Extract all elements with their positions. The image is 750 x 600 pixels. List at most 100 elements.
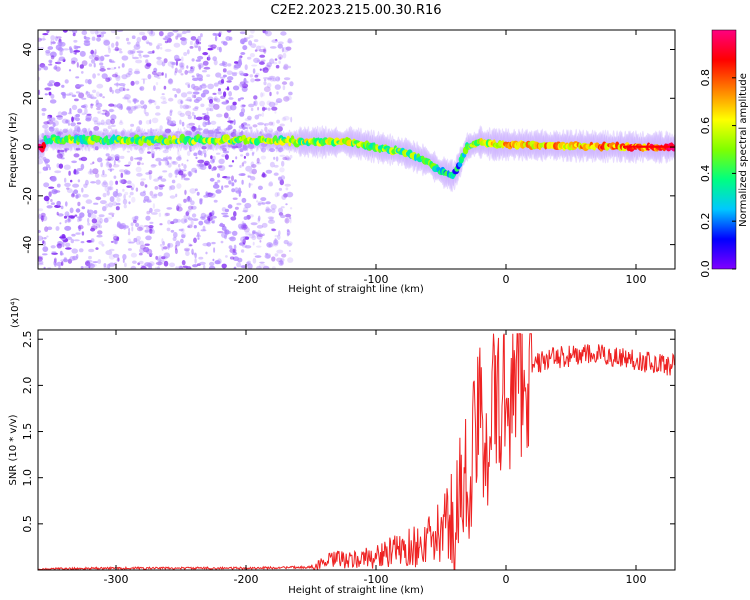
noise-blob — [249, 74, 254, 78]
noise-blob — [260, 92, 263, 98]
noise-blob — [130, 156, 134, 162]
noise-blob — [264, 107, 268, 110]
noise-blob — [166, 116, 172, 122]
noise-blob — [226, 30, 232, 33]
noise-blob — [270, 204, 277, 210]
noise-blob — [183, 214, 191, 220]
noise-blob — [115, 75, 121, 82]
noise-blob — [217, 179, 221, 183]
noise-blob — [171, 161, 178, 166]
noise-blob — [286, 157, 291, 161]
spectrogram-xlabel: Height of straight line (km) — [288, 284, 424, 295]
noise-blob — [90, 225, 98, 230]
noise-blob — [163, 252, 170, 259]
noise-blob — [248, 40, 253, 46]
spectrogram-ytick-label: 20 — [21, 91, 34, 105]
noise-blob — [261, 112, 265, 117]
noise-blob — [125, 170, 131, 175]
noise-blob — [269, 91, 272, 97]
noise-blob — [96, 224, 101, 228]
noise-blob — [178, 170, 184, 176]
noise-blob — [67, 123, 71, 126]
noise-blob — [214, 181, 218, 186]
noise-blob — [124, 94, 131, 100]
noise-blob — [38, 64, 41, 69]
noise-blob — [272, 61, 278, 65]
noise-blob — [217, 125, 221, 128]
noise-blob — [77, 218, 80, 223]
noise-blob — [176, 156, 182, 161]
noise-blob — [212, 184, 220, 189]
noise-blob — [285, 218, 288, 223]
noise-blob — [240, 81, 245, 86]
noise-blob — [131, 226, 134, 232]
noise-blob — [113, 238, 117, 244]
noise-blob — [57, 111, 63, 117]
noise-blob — [168, 172, 173, 178]
noise-blob — [91, 36, 96, 41]
noise-blob — [38, 256, 43, 262]
noise-blob — [41, 112, 46, 116]
noise-blob — [278, 230, 281, 236]
noise-blob — [177, 69, 183, 74]
noise-blob — [145, 235, 152, 241]
noise-blob — [103, 217, 109, 223]
noise-blob — [41, 132, 45, 139]
noise-blob — [124, 191, 129, 196]
noise-blob — [199, 84, 203, 91]
noise-blob — [229, 104, 237, 111]
noise-blob — [184, 249, 190, 252]
snr-xtick-label: -300 — [104, 573, 129, 586]
noise-blob — [122, 188, 125, 192]
noise-blob — [267, 107, 271, 111]
noise-blob — [220, 240, 224, 244]
noise-blob — [134, 215, 139, 220]
noise-blob — [75, 208, 81, 213]
noise-blob — [165, 145, 170, 150]
noise-blob — [276, 119, 280, 124]
noise-blob — [277, 43, 283, 49]
noise-blob — [283, 63, 289, 68]
noise-blob — [42, 215, 48, 222]
noise-blob — [71, 116, 74, 123]
noise-blob — [158, 175, 163, 178]
noise-blob — [135, 59, 143, 64]
noise-blob — [53, 120, 59, 127]
noise-blob — [178, 228, 184, 232]
noise-blob — [105, 203, 109, 208]
noise-blob — [92, 89, 97, 94]
noise-blob — [216, 173, 221, 178]
snr-ytick-label: 0.5 — [21, 515, 34, 533]
noise-blob — [252, 241, 255, 246]
noise-blob — [45, 49, 51, 54]
noise-blob — [229, 36, 233, 41]
noise-blob — [64, 182, 71, 187]
noise-blob — [143, 104, 148, 110]
noise-blob — [48, 91, 52, 96]
noise-blob — [269, 58, 275, 64]
noise-blob — [155, 105, 160, 110]
noise-blob — [155, 82, 159, 86]
noise-blob — [152, 129, 158, 132]
noise-blob — [189, 244, 193, 247]
noise-blob — [150, 150, 156, 156]
noise-blob — [215, 98, 221, 103]
noise-blob — [187, 170, 193, 177]
noise-blob — [277, 54, 283, 60]
noise-blob — [256, 232, 259, 238]
noise-blob — [163, 58, 168, 64]
noise-blob — [228, 97, 234, 100]
noise-blob — [250, 176, 256, 181]
noise-blob — [56, 261, 63, 267]
noise-blob — [94, 146, 99, 151]
noise-blob — [274, 84, 281, 90]
noise-blob — [110, 30, 116, 34]
noise-blob — [63, 258, 68, 263]
noise-blob — [225, 255, 228, 258]
noise-blob — [247, 260, 251, 265]
noise-blob — [275, 98, 283, 104]
noise-blob — [95, 91, 100, 98]
noise-blob — [236, 262, 242, 268]
noise-blob — [273, 172, 279, 176]
noise-blob — [186, 65, 189, 69]
